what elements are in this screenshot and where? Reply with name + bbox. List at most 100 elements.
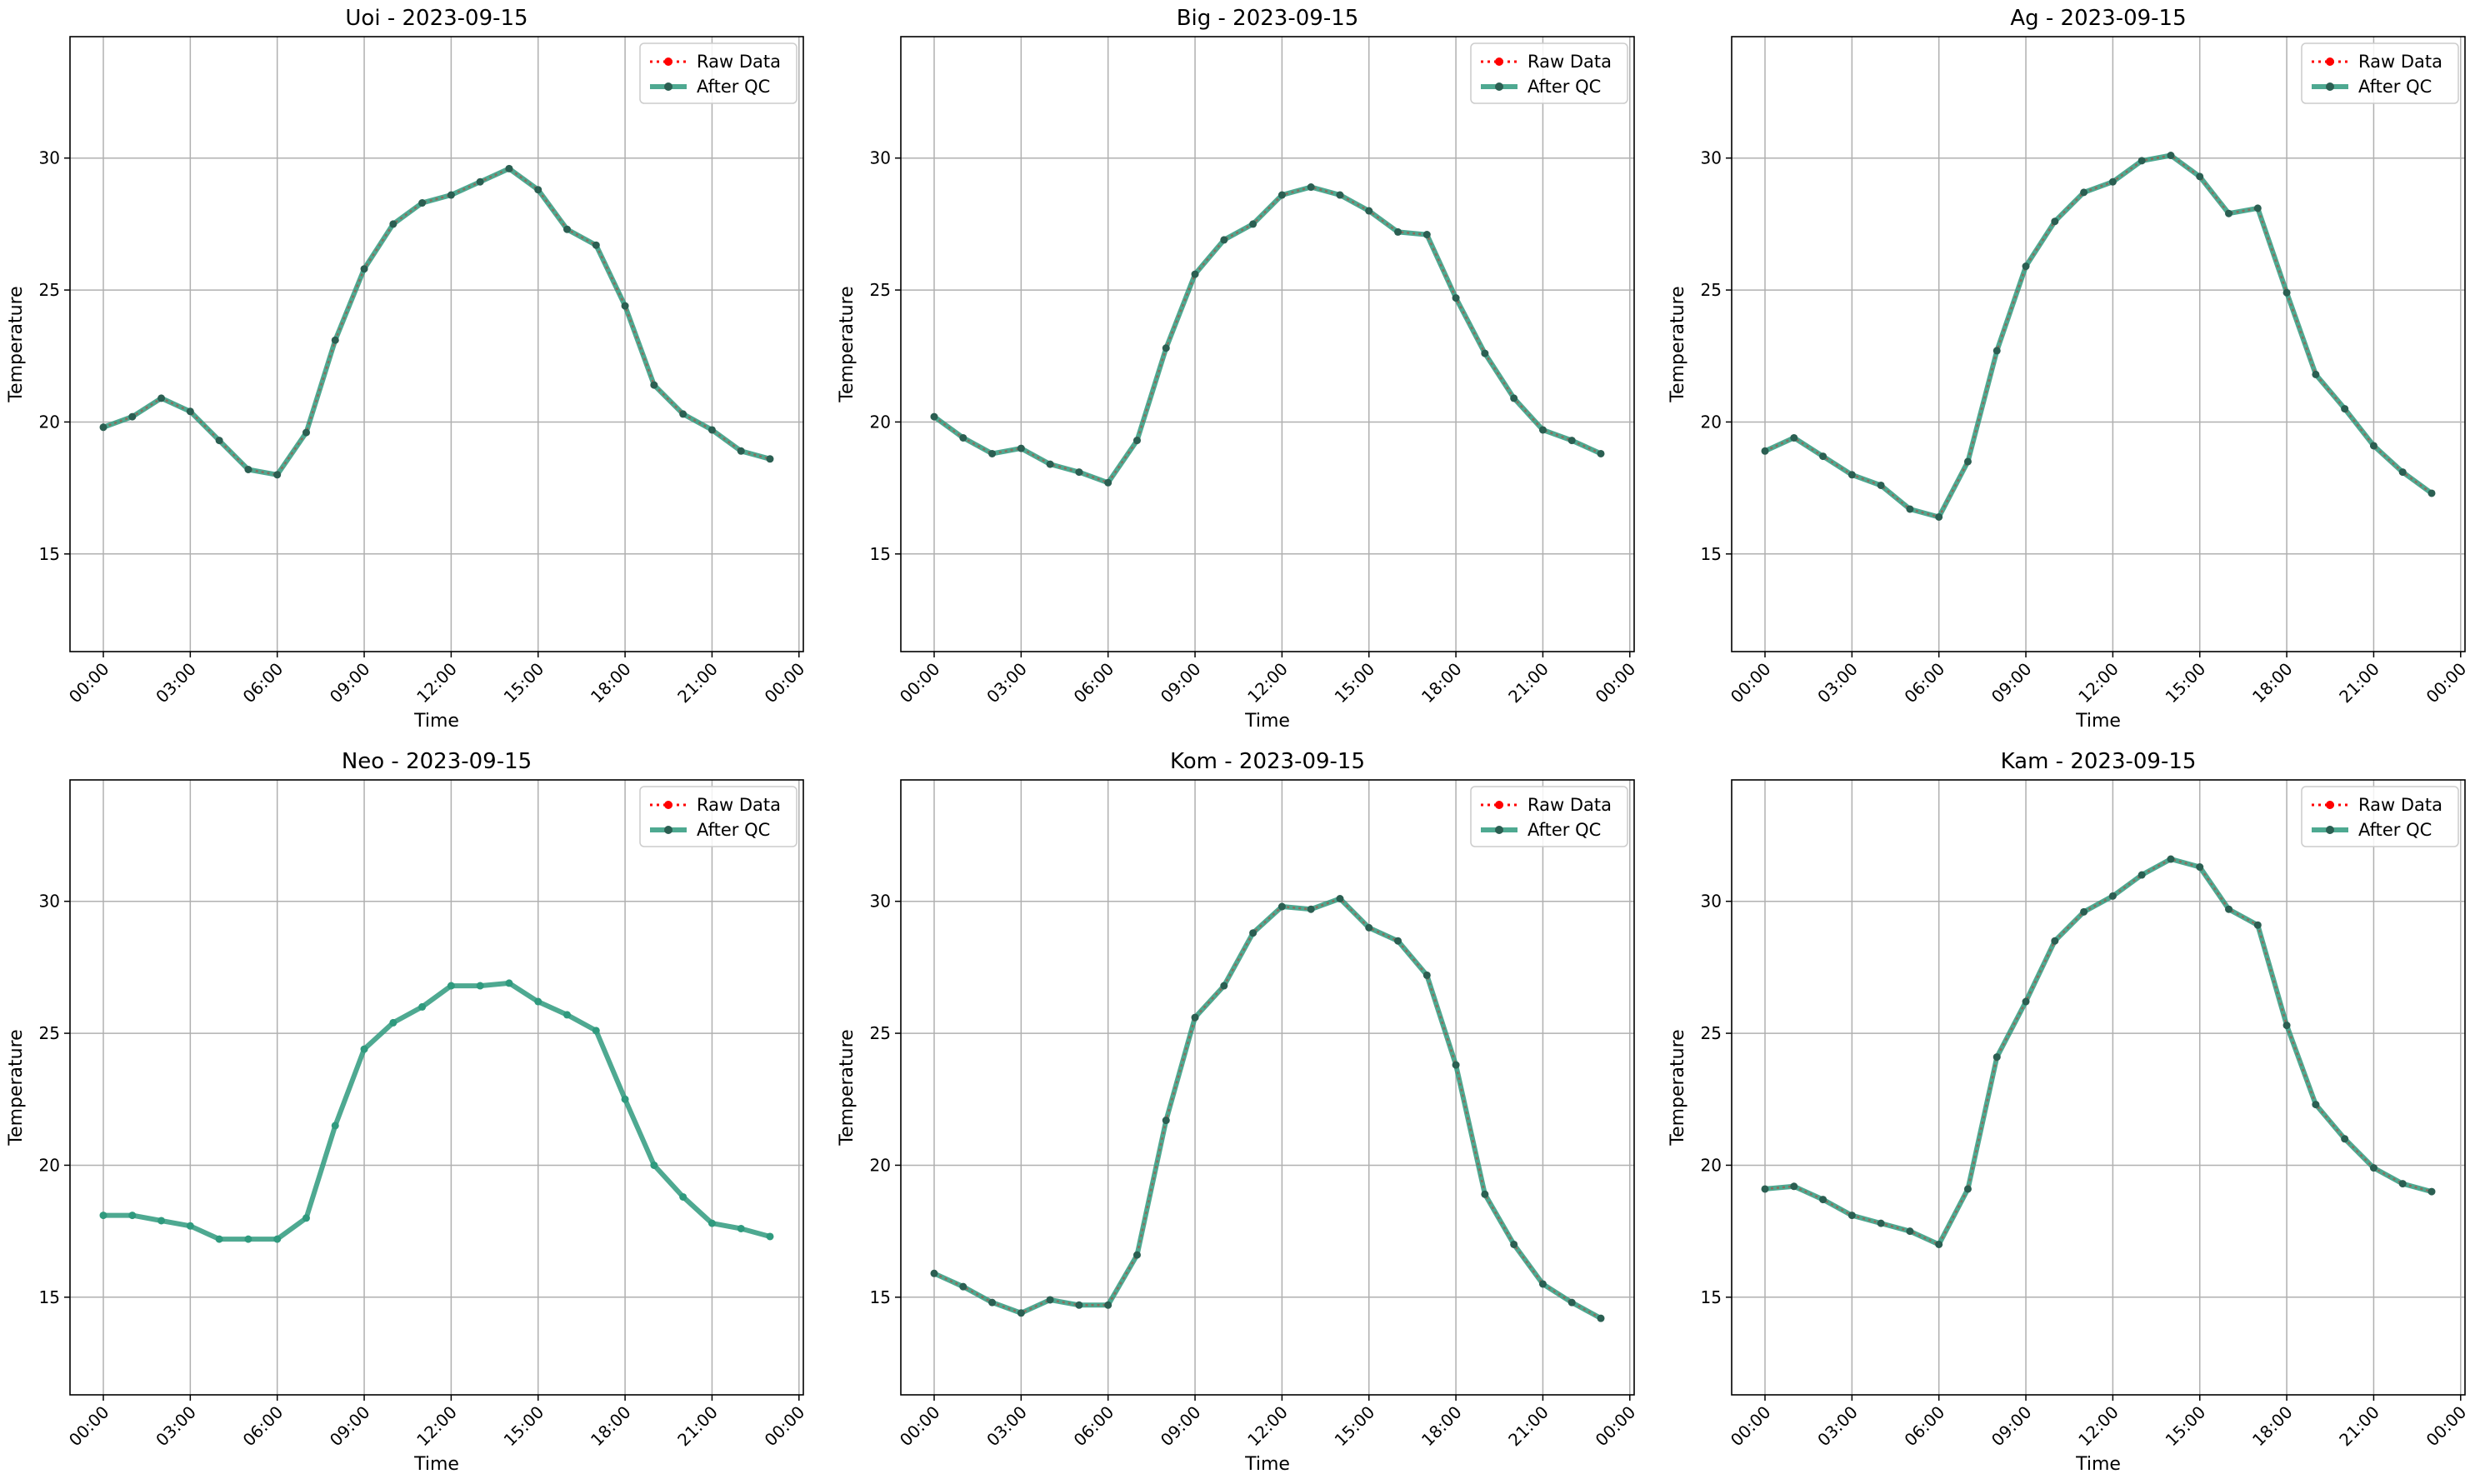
data-point [2398,468,2407,477]
data-point [1963,1185,1972,1193]
legend-label-raw-data: Raw Data [2358,52,2442,72]
legend-label-after-qc: After QC [1528,77,1601,97]
data-point [1481,1190,1489,1198]
x-tick-label: 21:00 [2335,659,2383,707]
x-tick-label: 03:00 [1813,659,1862,707]
data-point [1568,437,1576,445]
subplot-title: Kam - 2023-09-15 [2001,749,2197,774]
data-point [988,449,997,457]
y-tick-label: 30 [1701,892,1722,912]
y-tick-label: 25 [1701,280,1722,300]
data-point [447,982,455,990]
subplot-3: 00:00 03:00 06:00 09:00 12:00 15:00 18:00 21:00… [1668,6,2470,732]
data-point [766,1232,774,1241]
data-point [959,1282,968,1291]
x-tick-label: 15:00 [2162,1402,2210,1451]
y-tick-label: 25 [870,1023,891,1043]
series-line-raw-data [1764,857,2432,1247]
legend: Raw Data After QC [639,42,798,104]
y-tick-label: 30 [1701,148,1722,168]
axes-frame [1731,36,2466,652]
x-tick-label: 03:00 [152,1402,200,1451]
y-tick-label: 20 [39,1155,60,1175]
data-point [1568,1298,1576,1307]
legend-label-after-qc: After QC [1528,820,1601,840]
data-point [1510,394,1518,402]
data-point [2108,892,2117,900]
plot-area [70,780,803,1395]
data-point [650,381,658,389]
data-point [418,199,427,207]
x-tick-label: 18:00 [1418,1402,1466,1451]
y-tick-label: 15 [39,544,60,564]
data-point [389,220,398,228]
data-point [2253,204,2262,212]
data-point [2051,937,2059,945]
data-point [1104,1301,1112,1309]
data-point [1191,1013,1199,1022]
data-point [1394,227,1402,236]
legend-marker-raw-data [1495,57,1503,66]
y-tick-label: 25 [1701,1023,1722,1043]
data-point [708,1219,716,1227]
data-point [2022,997,2030,1006]
x-tick-label: 00:00 [65,659,113,707]
data-point [737,1224,745,1232]
data-point [1075,468,1083,477]
data-point [2312,1101,2320,1109]
data-point [2022,262,2030,271]
series-line-after-qc [1762,152,2434,520]
legend-marker-after-qc [664,82,672,91]
series-line-after-qc [1762,857,2434,1247]
x-tick-label: 00:00 [2422,1402,2471,1451]
x-tick-label: 00:00 [2422,659,2471,707]
legend: Raw Data After QC [2301,786,2459,847]
legend-label-raw-data: Raw Data [1528,795,1612,815]
data-point [1963,457,1972,466]
data-point [1877,1219,1885,1227]
y-axis-label: Temperature [837,1029,858,1146]
legend-marker-raw-data [2326,801,2334,809]
subplot-title: Neo - 2023-09-15 [342,749,532,774]
x-tick-label: 21:00 [673,1402,722,1451]
series-line-raw-data [1764,154,2432,518]
data-point [186,1222,194,1230]
data-point [1597,1314,1605,1322]
x-tick-label: 15:00 [1331,1402,1379,1451]
legend: Raw Data After QC [2301,42,2459,104]
x-axis-label: Time [413,711,459,732]
legend-marker-after-qc [2326,826,2334,834]
subplot-title: Ag - 2023-09-15 [2010,6,2186,31]
data-point [158,394,166,402]
x-tick-label: 12:00 [412,659,461,707]
y-tick-label: 20 [1701,412,1722,432]
x-tick-label: 09:00 [326,1402,374,1451]
data-point [2225,209,2233,217]
data-point [1422,971,1431,979]
data-point [360,265,368,273]
data-point [1017,444,1025,452]
y-axis-label: Temperature [1668,286,1688,402]
data-point [1877,481,1885,489]
data-point [930,1269,938,1277]
legend-label-raw-data: Raw Data [2358,795,2442,815]
data-point [2369,442,2378,450]
legend: Raw Data After QC [1470,786,1628,847]
data-point [505,164,513,172]
x-tick-label: 09:00 [1157,1402,1205,1451]
x-tick-label: 09:00 [1988,659,2036,707]
data-point [1075,1301,1083,1309]
data-point [331,336,339,344]
data-point [679,1192,688,1201]
data-point [1162,344,1170,352]
y-tick-label: 30 [870,892,891,912]
data-point [1510,1240,1518,1248]
data-point [1538,1280,1547,1288]
y-tick-label: 20 [870,412,891,432]
data-point [128,1212,137,1220]
data-point [1336,191,1344,199]
data-point [2051,217,2059,226]
legend-label-after-qc: After QC [697,820,770,840]
x-tick-label: 00:00 [65,1402,113,1451]
data-point [1597,449,1605,457]
